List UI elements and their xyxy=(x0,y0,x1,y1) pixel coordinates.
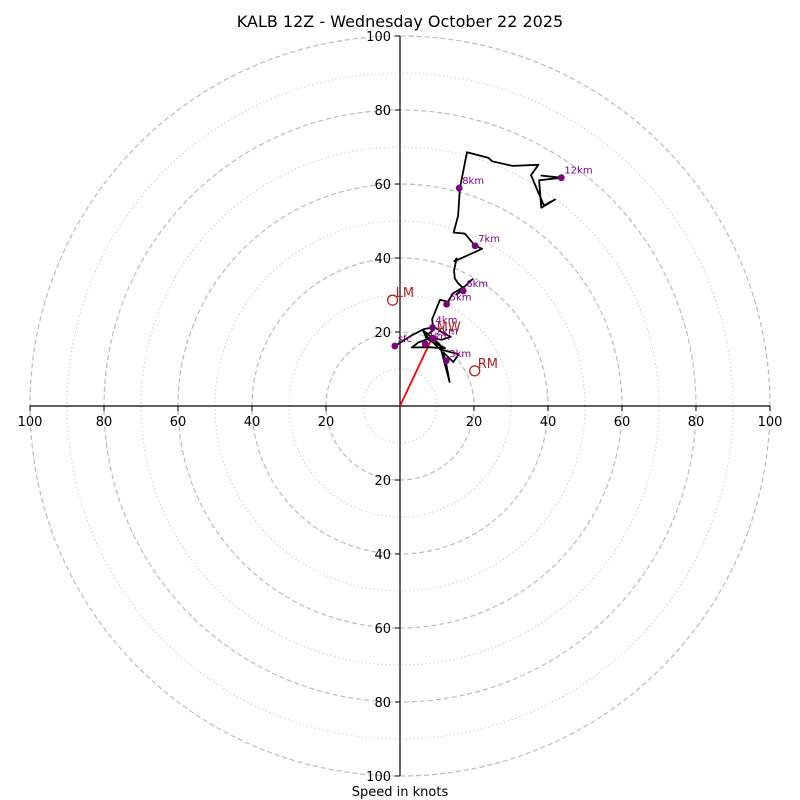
storm-motion-label-rm: RM xyxy=(478,357,498,372)
tick-labels: 20 20 20 20 40 40 40 40 60 60 60 60 80 80 80 80 100 100 10… xyxy=(18,30,783,785)
tick-label-x-left-60: 60 xyxy=(170,415,187,430)
height-label-sfc: sfc xyxy=(398,334,412,345)
height-marker-4km xyxy=(429,324,436,331)
tick-label-x-right-60: 60 xyxy=(614,415,631,430)
storm-motion: LM RM MW xyxy=(386,286,498,377)
height-marker-12km xyxy=(557,174,565,182)
height-label-12km: 12km xyxy=(564,166,592,177)
height-label-6km: 6km xyxy=(466,279,488,290)
tick-label-x-right-20: 20 xyxy=(466,415,483,430)
height-marker-6km xyxy=(459,287,467,295)
wind-trace xyxy=(394,151,563,407)
tick-label-x-left-40: 40 xyxy=(244,415,261,430)
tick-label-y-up-100: 100 xyxy=(366,30,391,45)
tick-label-y-up-40: 40 xyxy=(374,252,391,267)
hodograph-trace-line xyxy=(394,151,563,383)
height-marker-1km xyxy=(421,340,429,348)
x-axis-label: Speed in knots xyxy=(352,785,449,800)
height-marker-sfc xyxy=(391,342,399,350)
tick-label-y-down-40: 40 xyxy=(374,548,391,563)
tick-label-x-right-40: 40 xyxy=(540,415,557,430)
height-marker-7km xyxy=(471,242,479,250)
height-marker-3km xyxy=(442,357,450,365)
tick-label-y-down-20: 20 xyxy=(374,474,391,489)
height-label-4km: 4km xyxy=(436,316,458,327)
tick-label-y-down-100: 100 xyxy=(366,770,391,785)
tick-label-y-up-60: 60 xyxy=(374,178,391,193)
storm-motion-marker-lm xyxy=(386,294,399,306)
tick-label-y-down-80: 80 xyxy=(374,696,391,711)
height-label-8km: 8km xyxy=(462,176,484,187)
storm-motion-label-lm: LM xyxy=(396,286,414,301)
storm-motion-marker-rm xyxy=(469,365,481,377)
height-marker-2km xyxy=(429,334,437,342)
tick-label-x-left-80: 80 xyxy=(96,415,113,430)
tick-label-x-right-100: 100 xyxy=(758,415,783,430)
height-marker-5km xyxy=(443,300,451,308)
height-label-2km: 2km xyxy=(436,326,458,337)
height-label-5km: 5km xyxy=(450,292,472,303)
tick-label-x-right-80: 80 xyxy=(688,415,705,430)
height-label-3km: 3km xyxy=(449,349,471,360)
chart-title: KALB 12Z - Wednesday October 22 2025 xyxy=(237,12,563,31)
tick-label-y-up-20: 20 xyxy=(374,326,391,341)
storm-motion-label-mw: MW xyxy=(437,321,461,336)
tick-label-y-up-80: 80 xyxy=(374,104,391,119)
tick-label-x-left-100: 100 xyxy=(18,415,43,430)
height-label-7km: 7km xyxy=(478,234,500,245)
tick-label-x-left-20: 20 xyxy=(318,415,335,430)
tick-label-y-down-60: 60 xyxy=(374,622,391,637)
height-label-1km: 1km xyxy=(428,332,450,343)
height-marker-8km xyxy=(455,184,463,192)
mean-wind-vector xyxy=(399,334,435,407)
